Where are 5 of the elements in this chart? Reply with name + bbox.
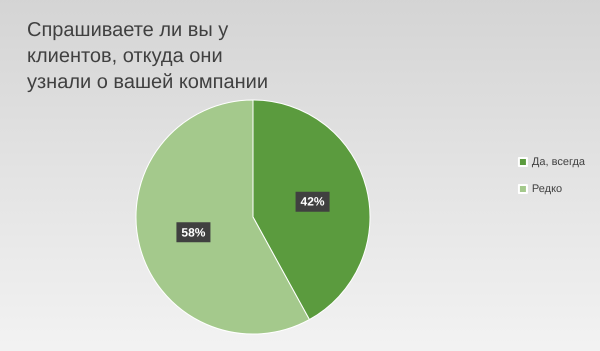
- data-label: 58%: [181, 225, 206, 240]
- legend-label: Да, всегда: [532, 156, 586, 168]
- data-label: 42%: [300, 194, 325, 209]
- chart-title: Спрашиваете ли вы у клиентов, откуда они узнали о вашей компании: [27, 19, 268, 93]
- legend-label: Редко: [532, 183, 562, 195]
